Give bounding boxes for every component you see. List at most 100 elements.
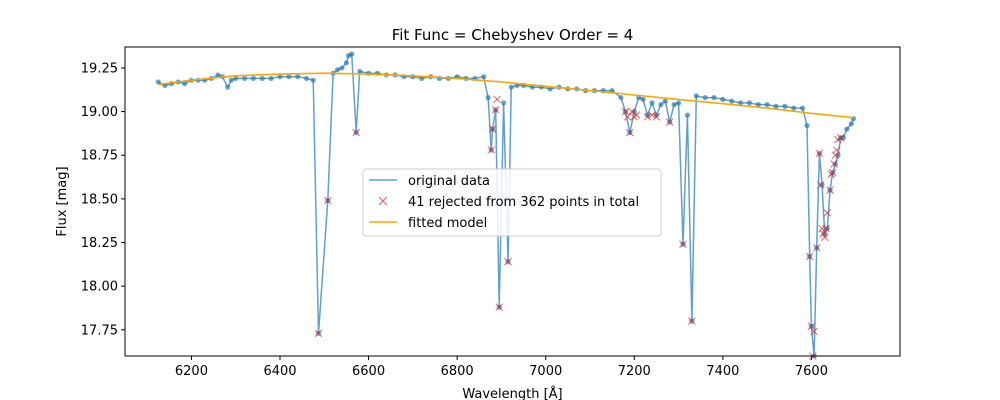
data-point <box>310 77 316 83</box>
data-point <box>277 74 283 80</box>
rejected-point <box>826 186 834 195</box>
rejected-point <box>352 128 361 137</box>
rejected-point <box>487 146 496 154</box>
plot-frame <box>124 46 901 357</box>
rejected-point <box>643 112 652 121</box>
data-point <box>286 74 292 80</box>
data-point <box>702 95 708 101</box>
data-point <box>824 225 830 232</box>
y-tick-label: 19.00 <box>81 105 118 120</box>
data-point <box>215 72 221 78</box>
rejected-point <box>491 105 500 114</box>
data-point <box>268 75 274 82</box>
rejected-point <box>628 107 636 116</box>
data-point <box>508 84 514 90</box>
data-point <box>339 65 345 71</box>
data-point <box>259 75 265 82</box>
data-point <box>225 84 231 90</box>
rejected-point <box>632 111 641 120</box>
data-point <box>334 67 341 73</box>
data-point <box>241 75 248 82</box>
legend-box <box>362 168 662 237</box>
rejected-point <box>816 180 825 189</box>
data-point <box>501 100 507 106</box>
data-point <box>343 60 350 66</box>
rejected-point <box>314 329 323 338</box>
data-point <box>832 161 838 167</box>
rejected-point <box>810 327 819 336</box>
rejected-point <box>812 243 821 252</box>
data-point <box>729 98 735 104</box>
data-point <box>782 103 788 109</box>
rejected-point <box>504 257 512 266</box>
data-point <box>155 79 161 85</box>
data-point <box>773 103 779 109</box>
rejected-point <box>323 196 332 205</box>
data-point <box>746 100 753 106</box>
rejected-point <box>488 125 497 133</box>
legend-swatch-rejected <box>378 196 388 206</box>
y-tick-label: 18.00 <box>81 280 118 295</box>
data-point <box>618 95 624 101</box>
data-point <box>182 81 188 87</box>
rejected-point <box>830 160 838 168</box>
legend-entry-rejected: 41 rejected from 362 points in total <box>408 195 639 210</box>
y-axis-label: Flux [mag] <box>55 166 70 236</box>
data-point <box>644 112 651 118</box>
rejected-point <box>815 149 824 158</box>
rejected-point <box>679 240 687 249</box>
y-tick-label: 18.75 <box>81 149 118 164</box>
data-point <box>228 77 234 83</box>
rejected-point <box>832 146 841 154</box>
data-point <box>485 95 491 101</box>
rejected-point <box>828 168 837 177</box>
x-tick-labels: 6200 6400 6600 6800 7000 7200 7400 7600 <box>175 364 828 379</box>
data-point <box>250 75 257 82</box>
rejected-point <box>665 118 674 126</box>
rejected-point <box>621 107 630 116</box>
data-point <box>357 68 363 75</box>
y-tick-label: 19.25 <box>81 61 118 76</box>
data-point <box>791 105 797 111</box>
rejected-point <box>495 303 504 312</box>
y-tick-label: 18.50 <box>81 192 118 207</box>
rejected-point <box>652 112 661 121</box>
plot-content <box>155 51 857 360</box>
rejected-point <box>836 133 845 142</box>
data-point <box>799 105 806 111</box>
data-point <box>675 100 682 106</box>
data-point <box>711 95 717 101</box>
x-tick-label: 7600 <box>795 364 828 379</box>
data-point <box>365 70 372 76</box>
data-point <box>819 182 825 188</box>
data-point <box>684 112 691 118</box>
rejected-point <box>820 233 829 242</box>
series-rejected-points <box>314 95 845 360</box>
x-tick-label: 6600 <box>352 364 385 379</box>
y-tick-labels: 17.75 18.00 18.25 18.50 18.75 19.00 19.25 <box>81 61 118 338</box>
x-axis-label: Wavelength [Å] <box>462 386 562 400</box>
data-point <box>658 102 664 108</box>
x-tick-label: 7400 <box>706 364 739 379</box>
rejected-point <box>493 95 501 104</box>
rejected-point <box>687 317 696 326</box>
data-point <box>649 100 655 106</box>
x-tick-label: 7200 <box>618 364 651 379</box>
rejected-point <box>822 224 830 233</box>
rejected-point <box>625 128 634 137</box>
y-tick-label: 17.75 <box>81 323 118 338</box>
data-point <box>822 231 828 237</box>
data-point <box>303 75 310 82</box>
rejected-point <box>823 208 832 217</box>
data-point <box>764 102 770 108</box>
legend-entry-fitted-model: fitted model <box>408 216 487 231</box>
data-point <box>804 122 810 129</box>
x-tick-label: 6800 <box>441 364 474 379</box>
data-point <box>848 121 854 127</box>
chart-title: Fit Func = Chebyshev Order = 4 <box>392 26 634 44</box>
legend: original data 41 rejected from 362 point… <box>362 168 662 237</box>
rejected-point <box>807 322 816 331</box>
data-point <box>349 51 355 57</box>
data-point <box>844 126 850 132</box>
